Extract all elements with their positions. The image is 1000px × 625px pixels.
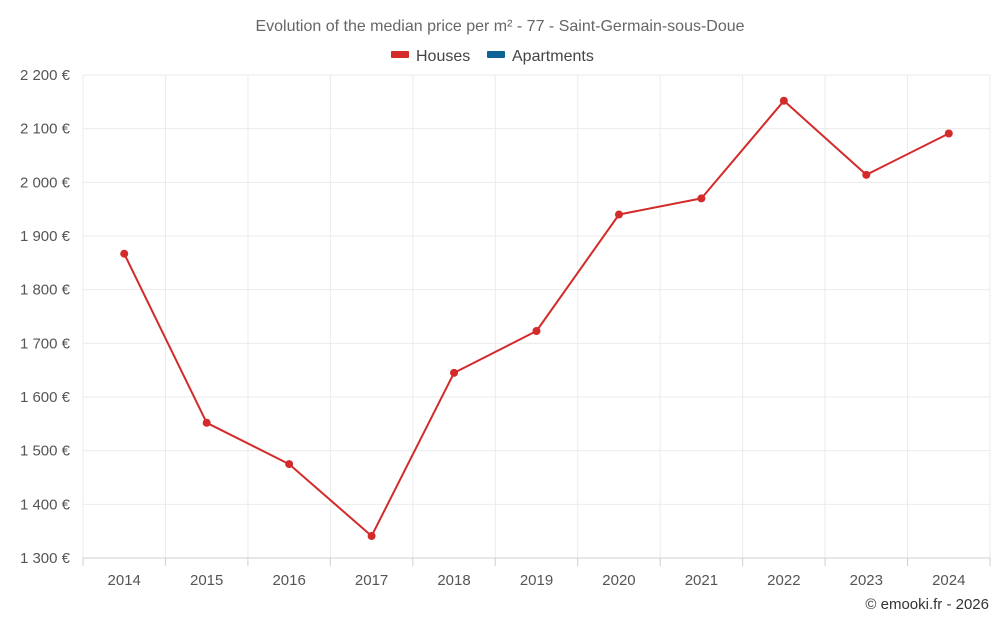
x-tick-label: 2020 bbox=[602, 572, 635, 589]
y-tick-label: 1 800 € bbox=[20, 282, 71, 299]
legend-swatch-houses bbox=[391, 51, 409, 58]
x-tick-label: 2023 bbox=[850, 572, 883, 589]
y-tick-label: 1 300 € bbox=[20, 550, 71, 567]
x-tick-label: 2018 bbox=[437, 572, 470, 589]
y-axis-ticks: 1 300 € 1 400 € 1 500 € 1 600 € 1 700 € 1 800… bbox=[20, 67, 71, 567]
x-tick-label: 2014 bbox=[108, 572, 141, 589]
data-point[interactable] bbox=[202, 418, 211, 427]
y-tick-label: 2 000 € bbox=[20, 174, 71, 191]
x-tick-label: 2022 bbox=[767, 572, 800, 589]
data-point[interactable] bbox=[532, 326, 541, 335]
data-point[interactable] bbox=[862, 170, 871, 179]
y-tick-label: 1 700 € bbox=[20, 335, 71, 352]
x-tick-label: 2024 bbox=[932, 572, 965, 589]
legend-item-apartments[interactable]: Apartments bbox=[487, 48, 594, 65]
data-point[interactable] bbox=[614, 210, 623, 219]
x-axis-ticks: 2014 2015 2016 2017 2018 2019 2020 2021 2022 2023… bbox=[108, 572, 966, 589]
grid bbox=[82, 74, 991, 559]
data-point[interactable] bbox=[285, 460, 294, 469]
x-tick-label: 2016 bbox=[272, 572, 305, 589]
x-tick-label: 2021 bbox=[685, 572, 718, 589]
data-point[interactable] bbox=[944, 129, 953, 138]
legend: Houses Apartments bbox=[391, 48, 594, 65]
series bbox=[120, 96, 953, 540]
x-tick-label: 2015 bbox=[190, 572, 223, 589]
y-tick-label: 1 500 € bbox=[20, 443, 71, 460]
x-tick-label: 2017 bbox=[355, 572, 388, 589]
legend-swatch-apartments bbox=[487, 51, 505, 58]
x-tick-label: 2019 bbox=[520, 572, 553, 589]
data-point[interactable] bbox=[367, 531, 376, 540]
y-tick-label: 1 400 € bbox=[20, 496, 71, 513]
data-point[interactable] bbox=[779, 96, 788, 105]
y-tick-label: 2 200 € bbox=[20, 67, 71, 84]
data-point[interactable] bbox=[120, 249, 129, 258]
y-tick-label: 1 900 € bbox=[20, 228, 71, 245]
data-point[interactable] bbox=[450, 368, 459, 377]
data-point[interactable] bbox=[697, 194, 706, 203]
credit-text: © emooki.fr - 2026 bbox=[865, 596, 989, 613]
y-tick-label: 1 600 € bbox=[20, 389, 71, 406]
chart-title: Evolution of the median price per m² - 7… bbox=[255, 18, 744, 35]
legend-label-apartments: Apartments bbox=[512, 48, 594, 65]
axes bbox=[82, 557, 991, 566]
y-tick-label: 2 100 € bbox=[20, 121, 71, 138]
legend-label-houses: Houses bbox=[416, 48, 470, 65]
legend-item-houses[interactable]: Houses bbox=[391, 48, 470, 65]
